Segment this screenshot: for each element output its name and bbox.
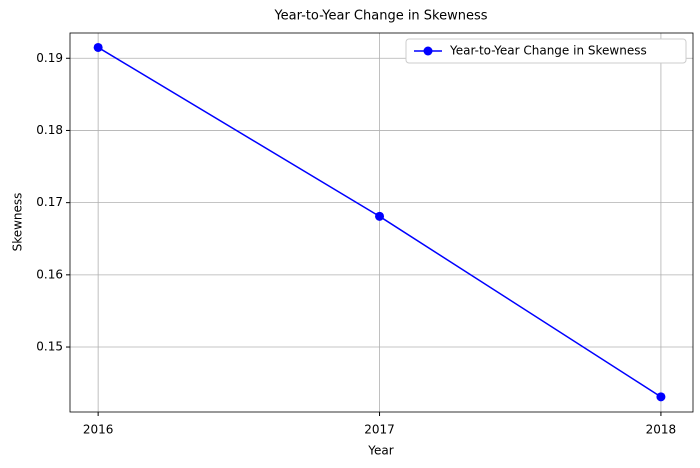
x-tick-label: 2016 xyxy=(83,423,114,437)
chart-title: Year-to-Year Change in Skewness xyxy=(273,9,487,24)
y-tick-label: 0.17 xyxy=(36,195,63,209)
legend-box xyxy=(405,38,687,64)
y-axis-label: Skewness xyxy=(11,193,25,252)
marker xyxy=(656,392,666,402)
y-tick-label: 0.19 xyxy=(36,51,63,65)
marker xyxy=(93,42,103,52)
legend-label: Year-to-Year Change in Skewness xyxy=(449,44,647,58)
y-tick-label: 0.16 xyxy=(36,267,63,281)
x-tick-label: 2018 xyxy=(646,423,677,437)
x-tick-label: 2017 xyxy=(364,423,395,437)
x-axis-label: Year xyxy=(367,444,393,458)
y-tick-label: 0.18 xyxy=(36,123,63,137)
marker xyxy=(375,211,385,221)
legend-marker xyxy=(423,46,433,56)
plot-frame xyxy=(69,32,694,413)
y-tick-label: 0.15 xyxy=(36,340,63,354)
